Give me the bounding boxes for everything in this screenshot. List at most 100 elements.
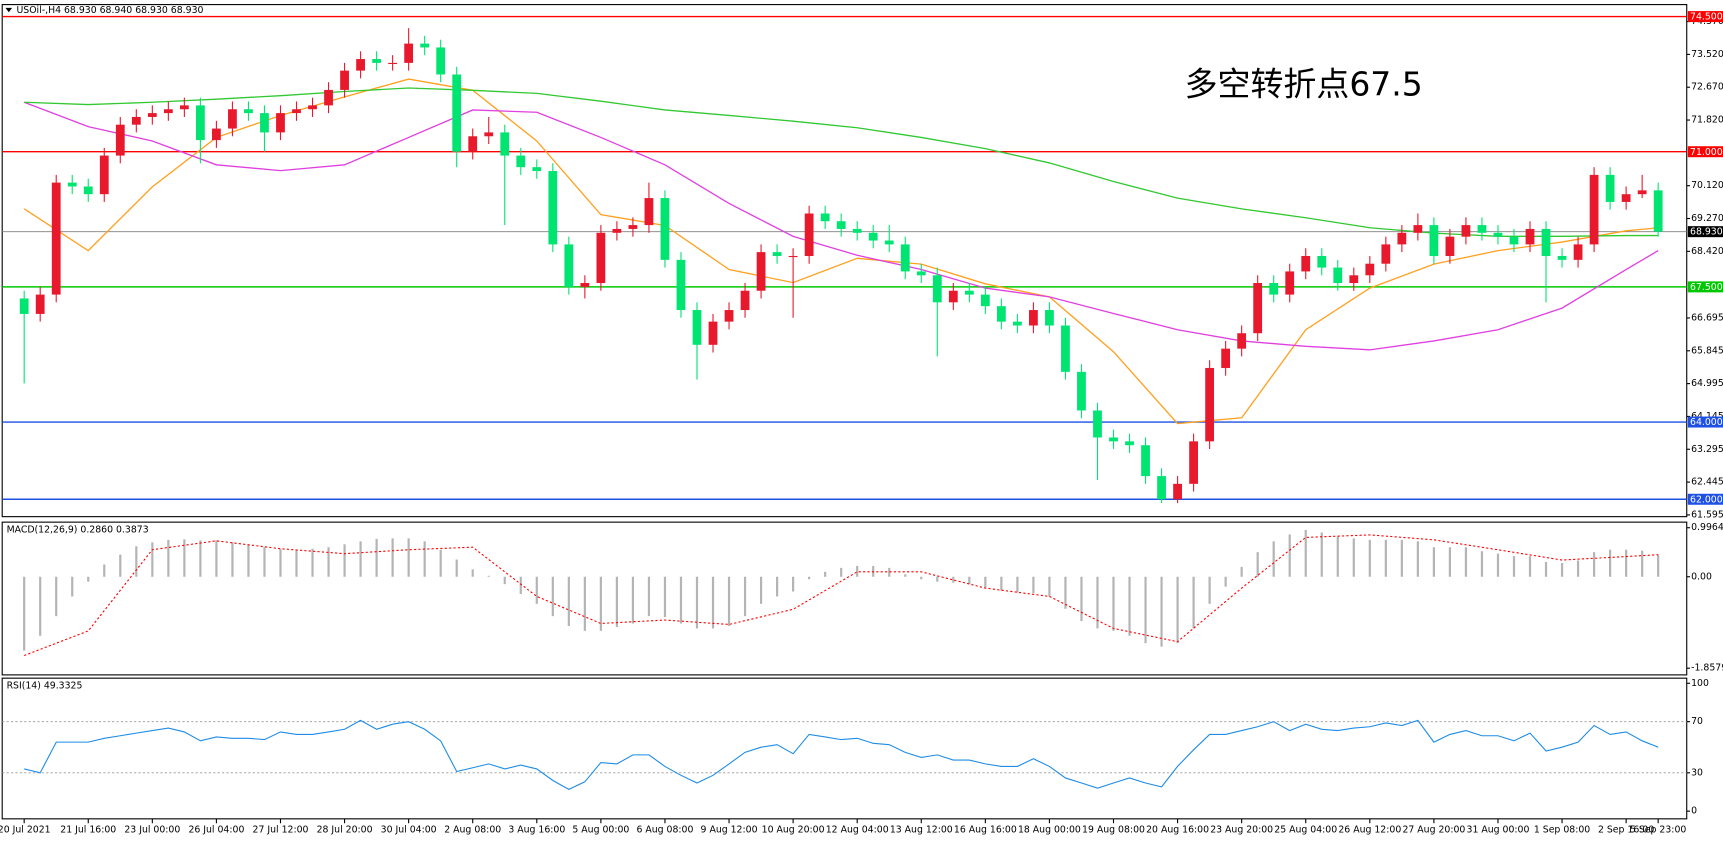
candle-body (1269, 283, 1279, 295)
macd-bar (920, 576, 923, 580)
macd-bar (1528, 556, 1532, 577)
candle-body (1365, 263, 1375, 276)
candle-body (19, 298, 29, 314)
macd-bar (1416, 541, 1419, 577)
macd-bar (759, 576, 763, 604)
moving-average (23, 101, 1659, 351)
macd-bar (1400, 539, 1403, 577)
macd-bar (151, 542, 154, 577)
menu-arrow[interactable] (5, 7, 13, 13)
x-tick-label: 1 Sep 08:00 (1534, 824, 1590, 835)
x-tick-label: 23 Jul 00:00 (124, 824, 180, 835)
macd-bar (279, 549, 282, 577)
candle-body (244, 109, 253, 114)
macd-bar (583, 576, 586, 631)
macd-bar (231, 542, 234, 577)
x-tick-label: 21 Jul 16:00 (60, 824, 116, 835)
candle-body (1077, 371, 1086, 411)
candle-body (516, 155, 526, 168)
candle-body (996, 306, 1006, 322)
macd-bar (711, 576, 715, 629)
candle-body (1093, 410, 1102, 438)
macd-bar (1352, 538, 1355, 577)
level-label-box (1687, 226, 1723, 238)
macd-bar (1512, 556, 1516, 577)
macd-bar (824, 571, 827, 577)
candle-body (580, 283, 590, 287)
y-tick-label: 61.595 (1691, 509, 1723, 520)
macd-bar (1480, 551, 1484, 577)
macd-bar (1048, 576, 1051, 597)
x-tick-label: 27 Jul 12:00 (253, 824, 309, 835)
macd-bar (119, 554, 122, 577)
macd-bar (199, 540, 202, 577)
macd-bar (775, 576, 779, 597)
candle-body (420, 43, 430, 48)
candle-body (692, 310, 702, 345)
price-panel (1, 4, 1688, 518)
macd-bar (103, 564, 106, 577)
candle-body (724, 310, 734, 322)
macd-bar (551, 576, 554, 617)
candle-body (163, 109, 173, 114)
candle-body (644, 198, 654, 226)
macd-panel (1, 521, 1688, 676)
macd-bar (1336, 536, 1339, 577)
candle-body (1589, 174, 1599, 245)
level-label-box (1687, 416, 1723, 428)
candle-body (804, 213, 814, 256)
level-label: 68.930 (1690, 227, 1723, 238)
candle-body (708, 321, 718, 345)
candle-body (1605, 174, 1615, 202)
macd-title: MACD(12,26,9) 0.2860 0.3873 (7, 524, 149, 535)
candle-body (900, 244, 910, 272)
macd-bar (535, 576, 538, 604)
candle-body (115, 124, 125, 156)
candle-body (1205, 367, 1215, 442)
macd-bar (1432, 547, 1435, 577)
annotation: 多空转折点67.5 (1185, 64, 1423, 103)
candle-body (228, 109, 237, 129)
macd-bar (1288, 534, 1291, 577)
macd-bar (439, 549, 442, 577)
candle-body (1509, 236, 1519, 245)
y-tick-label: 100 (1691, 678, 1709, 689)
moving-average (23, 78, 1659, 425)
macd-bar (167, 539, 170, 577)
candle-body (1317, 255, 1327, 268)
candle-body (356, 59, 365, 71)
rsi-line (24, 719, 1659, 791)
y-tick-label: 73.520 (1691, 49, 1723, 60)
candle-body (1285, 271, 1295, 295)
macd-bar (343, 544, 346, 577)
candle-body (308, 105, 317, 110)
candle-body (1173, 483, 1182, 500)
macd-bar (952, 576, 955, 583)
candle-body (532, 167, 542, 172)
candle-body (1029, 310, 1038, 326)
candle-body (1637, 190, 1647, 195)
candle-body (276, 113, 285, 133)
candle-body (99, 155, 109, 195)
candle-body (564, 244, 574, 287)
candle-body (756, 252, 766, 291)
candle-body (1012, 321, 1022, 326)
macd-bar (840, 567, 843, 577)
macd-bar (888, 567, 891, 577)
candle-body (324, 89, 333, 106)
candle-body (1477, 225, 1487, 233)
candle-body (51, 182, 61, 295)
macd-bar (375, 538, 378, 577)
macd-bar (792, 576, 795, 592)
candle-body (372, 59, 382, 63)
candle-body (916, 271, 926, 276)
x-tick-label: 2 Sep 16:00 (1598, 824, 1654, 835)
y-tick-label: 64.995 (1691, 378, 1723, 389)
candle-body (612, 228, 622, 233)
candle-body (1349, 275, 1359, 284)
macd-bar (407, 538, 410, 577)
candle-body (1429, 225, 1439, 256)
candle-body (468, 136, 478, 152)
macd-bar (1625, 549, 1628, 577)
